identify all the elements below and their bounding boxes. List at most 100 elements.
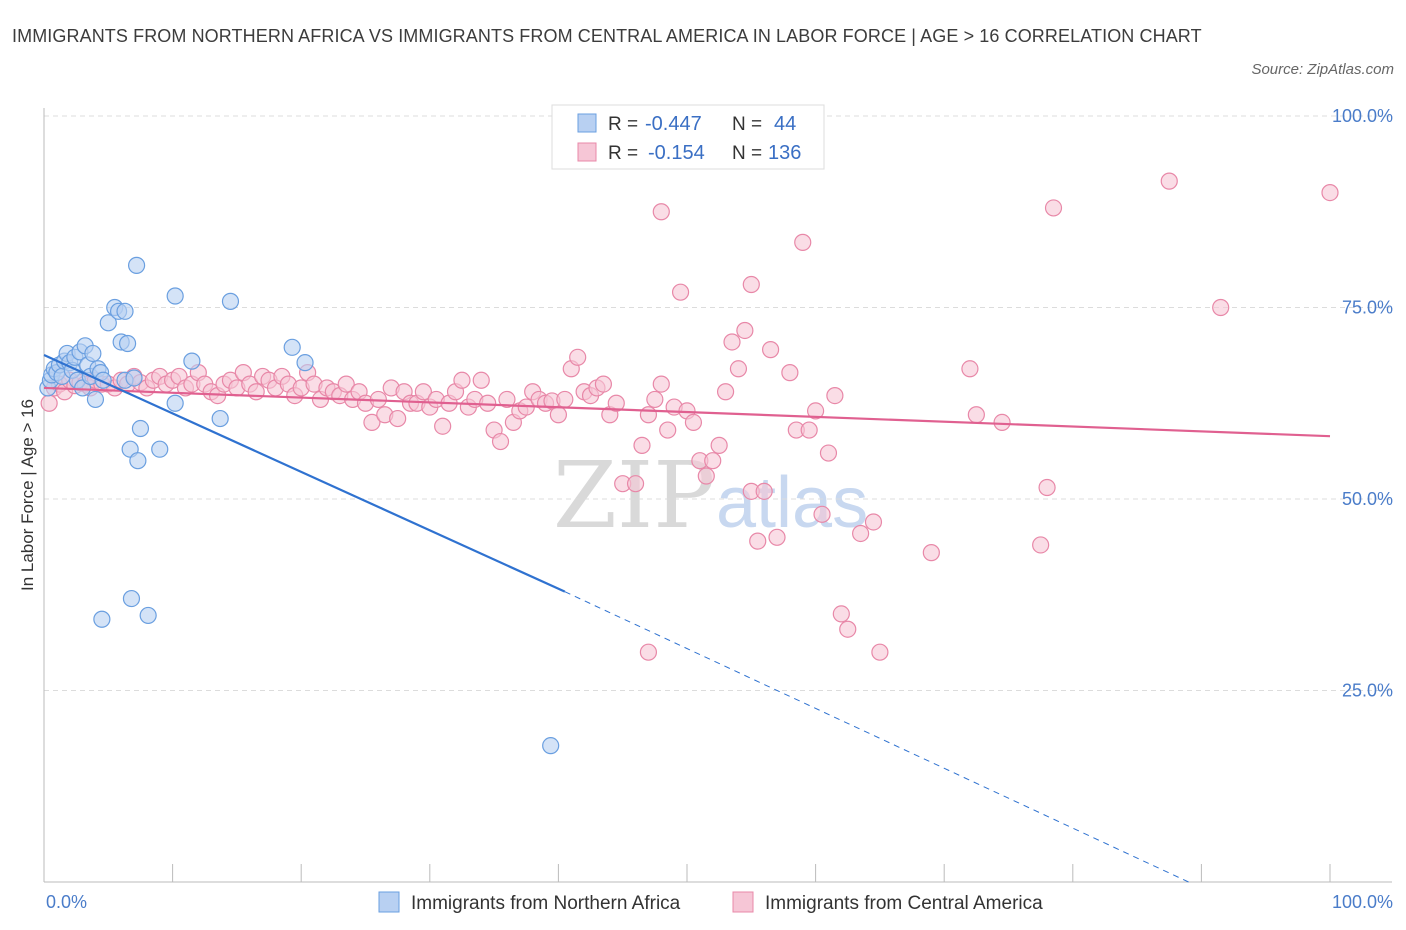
bottom-legend-blue-swatch [378,891,400,913]
watermark-atlas: atlas [716,463,868,543]
central-america-point [646,390,664,409]
central-america-trend-line [43,386,1331,438]
central-america-point [852,524,870,543]
northern-africa-point [118,334,137,353]
northern-africa-point [122,589,141,608]
central-america-point [1044,199,1063,217]
central-america-point [710,436,728,454]
northern-africa-point [127,256,146,274]
northern-africa-point [131,419,150,438]
northern-africa-point [93,610,111,628]
legend-pink-swatch [577,142,597,162]
central-america-point [832,605,850,623]
central-america-point [697,467,715,485]
central-america-point [967,406,985,424]
y-tick-label-1: 75.0% [1342,298,1393,318]
central-america-point [684,413,703,431]
central-america-point [491,432,510,451]
legend-pink-r-label: R = [608,143,638,164]
legend-blue-swatch [577,113,597,133]
legend-blue-r-label: R = [608,114,638,135]
legend-pink-n-value: 136 [768,142,801,164]
watermark: ZIP atlas [553,442,868,549]
bottom-legend-pink-label: Immigrants from Central America [765,893,1043,914]
northern-africa-trend-line [43,353,566,593]
central-america-point [800,421,818,439]
central-america-point [434,417,452,435]
bottom-legend-pink-swatch [732,891,754,913]
northern-africa-point [125,369,143,387]
central-america-point [1321,184,1339,202]
x-tick-label-1: 100.0% [1332,892,1393,912]
series-northern-africa [39,256,560,755]
central-america-point [839,620,857,638]
bottom-legend-blue-label: Immigrants from Northern Africa [411,893,681,914]
central-america-point [639,643,658,661]
central-america-point [626,475,645,493]
central-america-point [1032,536,1050,554]
central-america-point [633,436,651,454]
y-tick-label-2: 50.0% [1342,489,1393,509]
y-tick-label-3: 25.0% [1342,681,1393,701]
central-america-point [729,360,748,378]
northern-africa-point [166,287,184,305]
northern-africa-point [139,606,157,625]
central-america-point [806,402,825,420]
y-tick-label-0: 100.0% [1332,106,1393,126]
central-america-point [652,375,670,393]
central-america-point [453,371,471,389]
central-america-point [723,333,741,351]
central-america-point [704,452,722,470]
bottom-legend: Immigrants from Northern Africa Immigran… [378,891,1043,914]
central-america-point [414,383,432,401]
chart-title: IMMIGRANTS FROM NORTHERN AFRICA VS IMMIG… [12,26,1202,46]
northern-africa-point [183,352,201,370]
series-central-america [40,172,1339,661]
central-america-point [761,341,780,359]
northern-africa-point [211,409,229,428]
central-america-point [1212,298,1230,317]
central-america-point [742,275,760,294]
northern-africa-point [129,452,147,470]
central-america-point [781,364,799,382]
northern-africa-point [221,292,240,310]
central-america-point [826,386,844,405]
northern-africa-point [166,394,184,412]
central-america-point [389,409,407,428]
watermark-zip: ZIP [553,442,715,549]
northern-africa-point [116,302,134,320]
northern-africa-point [99,314,117,332]
central-america-point [871,643,889,661]
central-america-point [813,505,831,523]
central-america-point [639,406,658,424]
legend-blue-r-value: -0.447 [645,113,702,135]
central-america-point [671,283,690,301]
central-america-point [716,383,735,401]
central-america-point [864,513,883,531]
central-america-point [1038,478,1056,497]
central-america-point [794,233,812,251]
top-legend: R = -0.447 N = 44 R = -0.154 N = 136 [551,104,825,170]
central-america-point [337,375,355,393]
chart-source: Source: ZipAtlas.com [1251,61,1394,78]
central-america-point [736,321,754,340]
northern-africa-point [86,390,105,409]
central-america-point [652,203,670,221]
central-america-point [556,390,574,409]
central-america-point [749,532,767,550]
central-america-point [498,390,516,409]
central-america-point [549,406,568,424]
northern-africa-point [84,344,102,363]
legend-pink-n-label: N = [732,143,762,164]
central-america-point [768,528,786,546]
central-america-point [993,413,1011,431]
axes [43,108,1392,883]
northern-africa-point [151,440,169,458]
central-america-point [607,394,625,412]
central-america-point [659,421,677,439]
central-america-point [472,371,490,389]
legend-box [551,104,825,170]
central-america-point [363,413,381,431]
central-america-point [479,394,497,412]
